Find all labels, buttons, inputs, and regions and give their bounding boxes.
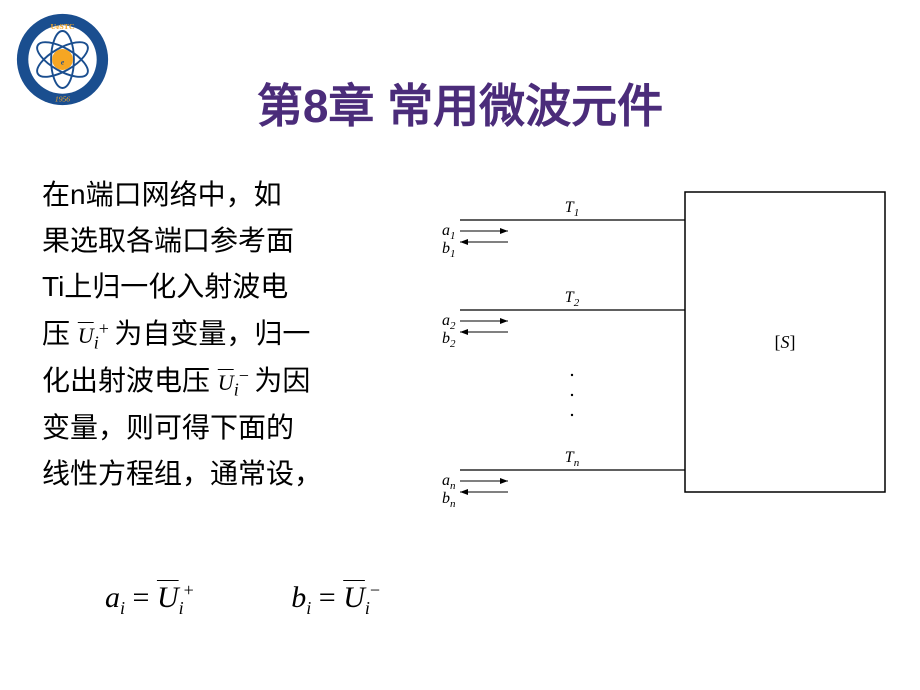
body-line-1: 在n端口网络中，如 bbox=[42, 179, 282, 210]
port-n: Tn an bn bbox=[442, 449, 685, 510]
svg-text:a2: a2 bbox=[442, 312, 456, 332]
dots-1 bbox=[571, 374, 573, 376]
body-line-7: 线性方程组，通常设， bbox=[42, 458, 322, 489]
svg-text:an: an bbox=[442, 472, 456, 492]
body-line-4a: 压 bbox=[42, 318, 70, 349]
formula-a: ai = Ui+ bbox=[105, 580, 194, 619]
body-line-4b: 为自变量，归一 bbox=[114, 318, 310, 349]
chapter-title: 第8章 常用微波元件 bbox=[0, 70, 920, 136]
formula-row: ai = Ui+ bi = Ui− bbox=[105, 580, 470, 619]
body-line-2: 果选取各端口参考面 bbox=[42, 225, 294, 256]
s-matrix-label: [S] bbox=[775, 332, 796, 352]
inline-formula-2: Ui− bbox=[218, 370, 255, 395]
body-line-5a: 化出射波电压 bbox=[42, 365, 210, 396]
n-port-network-diagram: [S] T1 a1 b1 T2 a2 b2 Tn an bn bbox=[430, 180, 895, 530]
svg-text:UeSTC: UeSTC bbox=[51, 22, 75, 31]
svg-text:a1: a1 bbox=[442, 222, 456, 242]
formula-b: bi = Ui− bbox=[291, 580, 380, 619]
body-line-5b: 为因 bbox=[254, 365, 310, 396]
svg-text:bn: bn bbox=[442, 490, 456, 510]
title-text: 第8章 常用微波元件 bbox=[257, 80, 663, 132]
svg-text:b2: b2 bbox=[442, 330, 456, 350]
dots-2 bbox=[571, 394, 573, 396]
body-line-6: 变量，则可得下面的 bbox=[42, 412, 294, 443]
port-1: T1 a1 b1 bbox=[442, 199, 685, 260]
body-line-3: Ti上归一化入射波电 bbox=[42, 271, 288, 302]
svg-text:T1: T1 bbox=[565, 199, 579, 219]
dots-3 bbox=[571, 414, 573, 416]
svg-text:b1: b1 bbox=[442, 240, 456, 260]
port-2: T2 a2 b2 bbox=[442, 289, 685, 350]
body-paragraph: 在n端口网络中，如 果选取各端口参考面 Ti上归一化入射波电 压 Ui+ 为自变… bbox=[42, 172, 397, 497]
svg-text:Tn: Tn bbox=[565, 449, 580, 469]
inline-formula-1: Ui+ bbox=[78, 323, 115, 348]
svg-text:T2: T2 bbox=[565, 289, 580, 309]
